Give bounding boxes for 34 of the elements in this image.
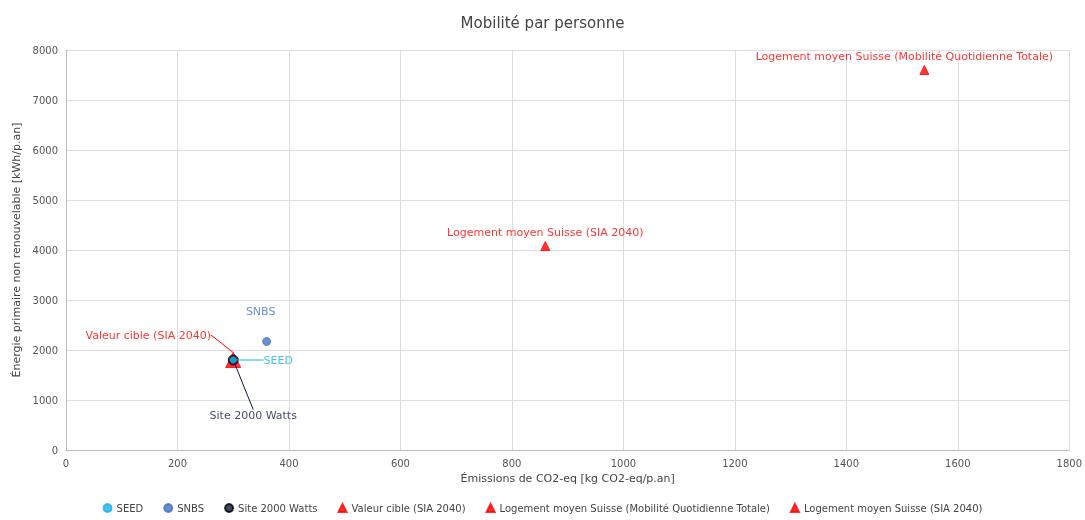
text: Logement moyen Suisse (Mobilité Quotidienne Totale) [755, 49, 1054, 63]
y-tick-label: 0 [51, 444, 58, 456]
x-tick-label: 1800 [1056, 457, 1082, 469]
x-tick-label: 1000 [610, 457, 637, 469]
x-tick-label: 600 [390, 457, 410, 469]
y-tick-label: 7000 [32, 94, 58, 106]
legend-label: Valeur cible (SIA 2040) [351, 502, 466, 514]
x-tick-label: 1200 [722, 457, 748, 469]
x-tick-label: 800 [502, 457, 522, 469]
x-tick-label: 1400 [833, 457, 860, 469]
chart-title: Mobilité par personne [460, 13, 625, 32]
y-tick-label: 2000 [32, 344, 58, 356]
y-tick-label: 8000 [32, 44, 58, 56]
text: Valeur cible (SIA 2040) [85, 328, 211, 342]
y-tick-label: 5000 [32, 194, 58, 206]
x-axis-title: Émissions de CO2-eq [kg CO2-eq/p.an] [460, 471, 675, 485]
x-tick-label: 1600 [945, 457, 971, 469]
y-tick-label: 3000 [32, 294, 58, 306]
x-tick-label: 200 [167, 457, 188, 469]
y-tick-label: 6000 [32, 144, 58, 156]
y-tick-label: 1000 [32, 394, 58, 406]
y-axis-title: Énergie primaire non renouvelable [kWh/p.an] [9, 122, 23, 378]
text: Site 2000 Watts [209, 408, 297, 422]
x-tick-label: 400 [279, 457, 299, 469]
y-tick-label: 4000 [32, 244, 58, 256]
legend-label: Site 2000 Watts [238, 502, 318, 514]
legend-label: SEED [263, 353, 293, 367]
legend-label: Logement moyen Suisse (Mobilité Quotidienne Totale) [499, 502, 770, 514]
text: SEED [116, 502, 144, 514]
text: Logement moyen Suisse (SIA 2040) [447, 225, 644, 239]
x-tick-label: 0 [62, 457, 70, 469]
legend-label: Logement moyen Suisse (SIA 2040) [803, 502, 983, 514]
text: SNBS [245, 305, 276, 318]
legend-label: SNBS [177, 502, 205, 514]
